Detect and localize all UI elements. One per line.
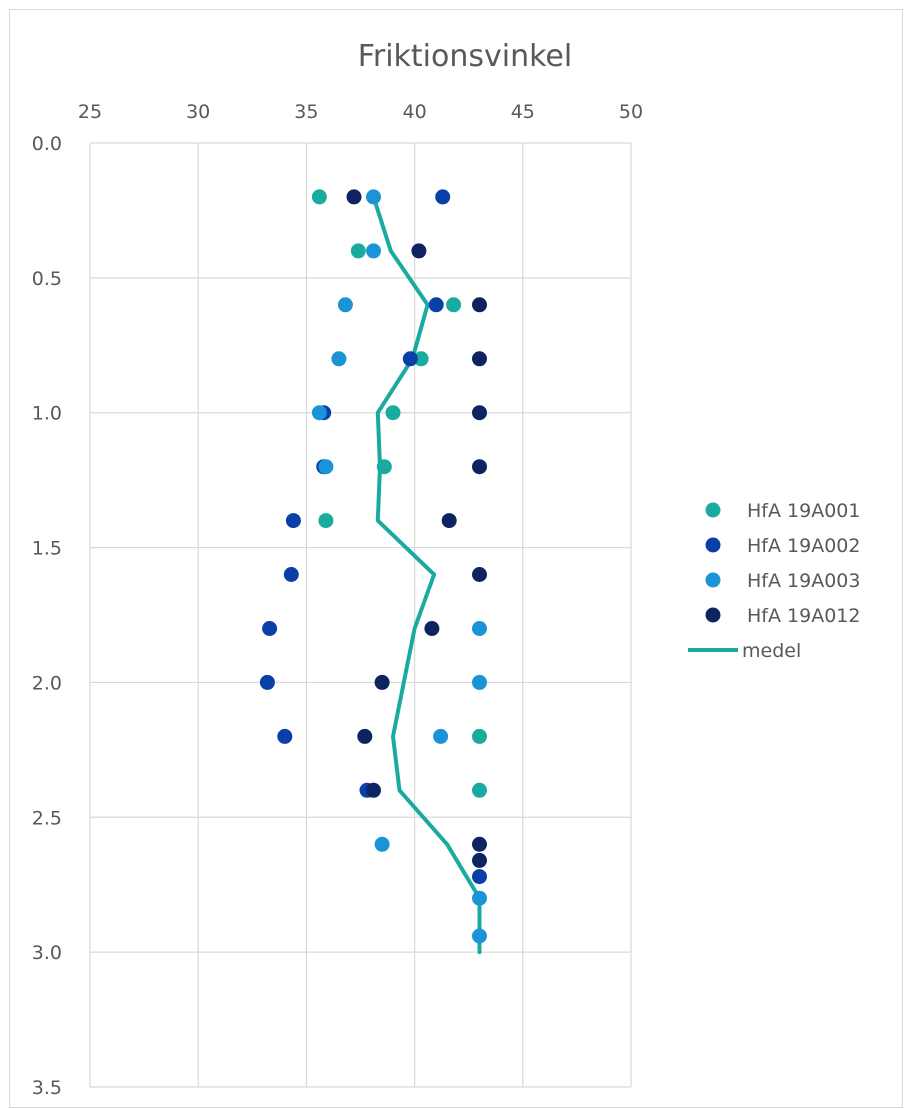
data-point-series-2 [285,513,301,529]
data-point-series-1 [446,297,462,313]
grid [89,142,632,1088]
data-point-series-2 [428,297,444,313]
legend-label: HfA 19A003 [747,570,860,592]
y-tick-label: 3.5 [32,1077,62,1099]
data-point-series-2 [259,674,275,690]
data-point-series-1 [413,351,429,367]
x-tick-label: 30 [186,101,210,123]
data-point-series-2 [402,351,418,367]
legend-label: HfA 19A012 [747,605,860,627]
data-point-series-4 [472,405,487,421]
data-point-series-4 [472,351,487,367]
x-tick-label: 50 [619,101,643,123]
data-point-series-3 [337,297,353,313]
data-point-series-3 [374,836,390,852]
data-point-series-3 [472,621,487,636]
data-point-series-4 [411,243,427,259]
scatter-points [259,189,487,944]
legend: HfA 19A001 HfA 19A002 HfA 19A003 HfA 19A012… [688,500,860,662]
mean-line [371,194,482,955]
legend-label: HfA 19A002 [747,535,860,557]
data-point-series-2 [283,567,299,582]
data-point-series-3 [472,928,487,944]
y-tick-label: 3.0 [32,942,62,964]
data-point-series-3 [433,728,449,744]
data-point-series-3 [472,890,487,906]
data-point-series-4 [472,459,487,475]
data-point-series-1 [311,189,327,205]
data-point-series-1 [385,405,401,421]
data-point-series-3 [331,351,347,367]
data-point-series-2 [262,621,278,636]
legend-point-marker [705,607,721,623]
y-tick-label: 1.5 [32,538,62,560]
data-point-series-2 [472,869,487,885]
data-point-series-1 [350,243,366,259]
data-point-series-2 [277,728,293,744]
y-tick-label: 0.0 [32,133,62,155]
legend-point-marker [705,502,721,518]
chart-frame [9,9,903,1108]
data-point-series-4 [357,728,373,744]
data-point-series-3 [472,674,487,690]
data-point-series-4 [472,297,487,313]
chart-title: Friktionsvinkel [358,39,572,74]
legend-point-marker [705,537,721,553]
mean-line-layer [371,194,482,955]
data-point-series-3 [318,459,334,475]
x-tick-label: 45 [511,101,535,123]
data-point-series-3 [311,405,327,421]
data-point-series-1 [472,728,487,744]
data-point-series-4 [424,621,440,636]
data-point-series-4 [346,189,362,205]
legend-label: medel [742,640,801,662]
y-tick-label: 0.5 [32,268,62,290]
data-point-series-4 [366,782,381,798]
data-point-series-3 [366,189,381,205]
data-point-series-1 [376,459,392,475]
data-point-series-1 [472,782,487,798]
y-tick-label: 2.5 [32,807,62,829]
data-point-series-4 [374,674,390,690]
legend-label: HfA 19A001 [747,500,860,522]
y-tick-label: 1.0 [32,403,62,425]
data-point-series-4 [472,836,487,852]
y-tick-label: 2.0 [32,672,62,694]
x-axis-ticks: 25 30 35 40 45 50 [78,101,643,123]
legend-point-marker [705,572,721,588]
data-point-series-4 [441,513,457,529]
data-point-series-4 [472,567,487,582]
x-tick-label: 40 [403,101,427,123]
y-axis-ticks: 0.0 0.5 1.0 1.5 2.0 2.5 3.0 3.5 [32,133,62,1099]
data-point-series-4 [472,852,487,868]
x-tick-label: 35 [294,101,318,123]
data-point-series-1 [318,513,334,529]
data-point-series-3 [366,243,381,259]
data-point-series-2 [435,189,451,205]
x-tick-label: 25 [78,101,102,123]
